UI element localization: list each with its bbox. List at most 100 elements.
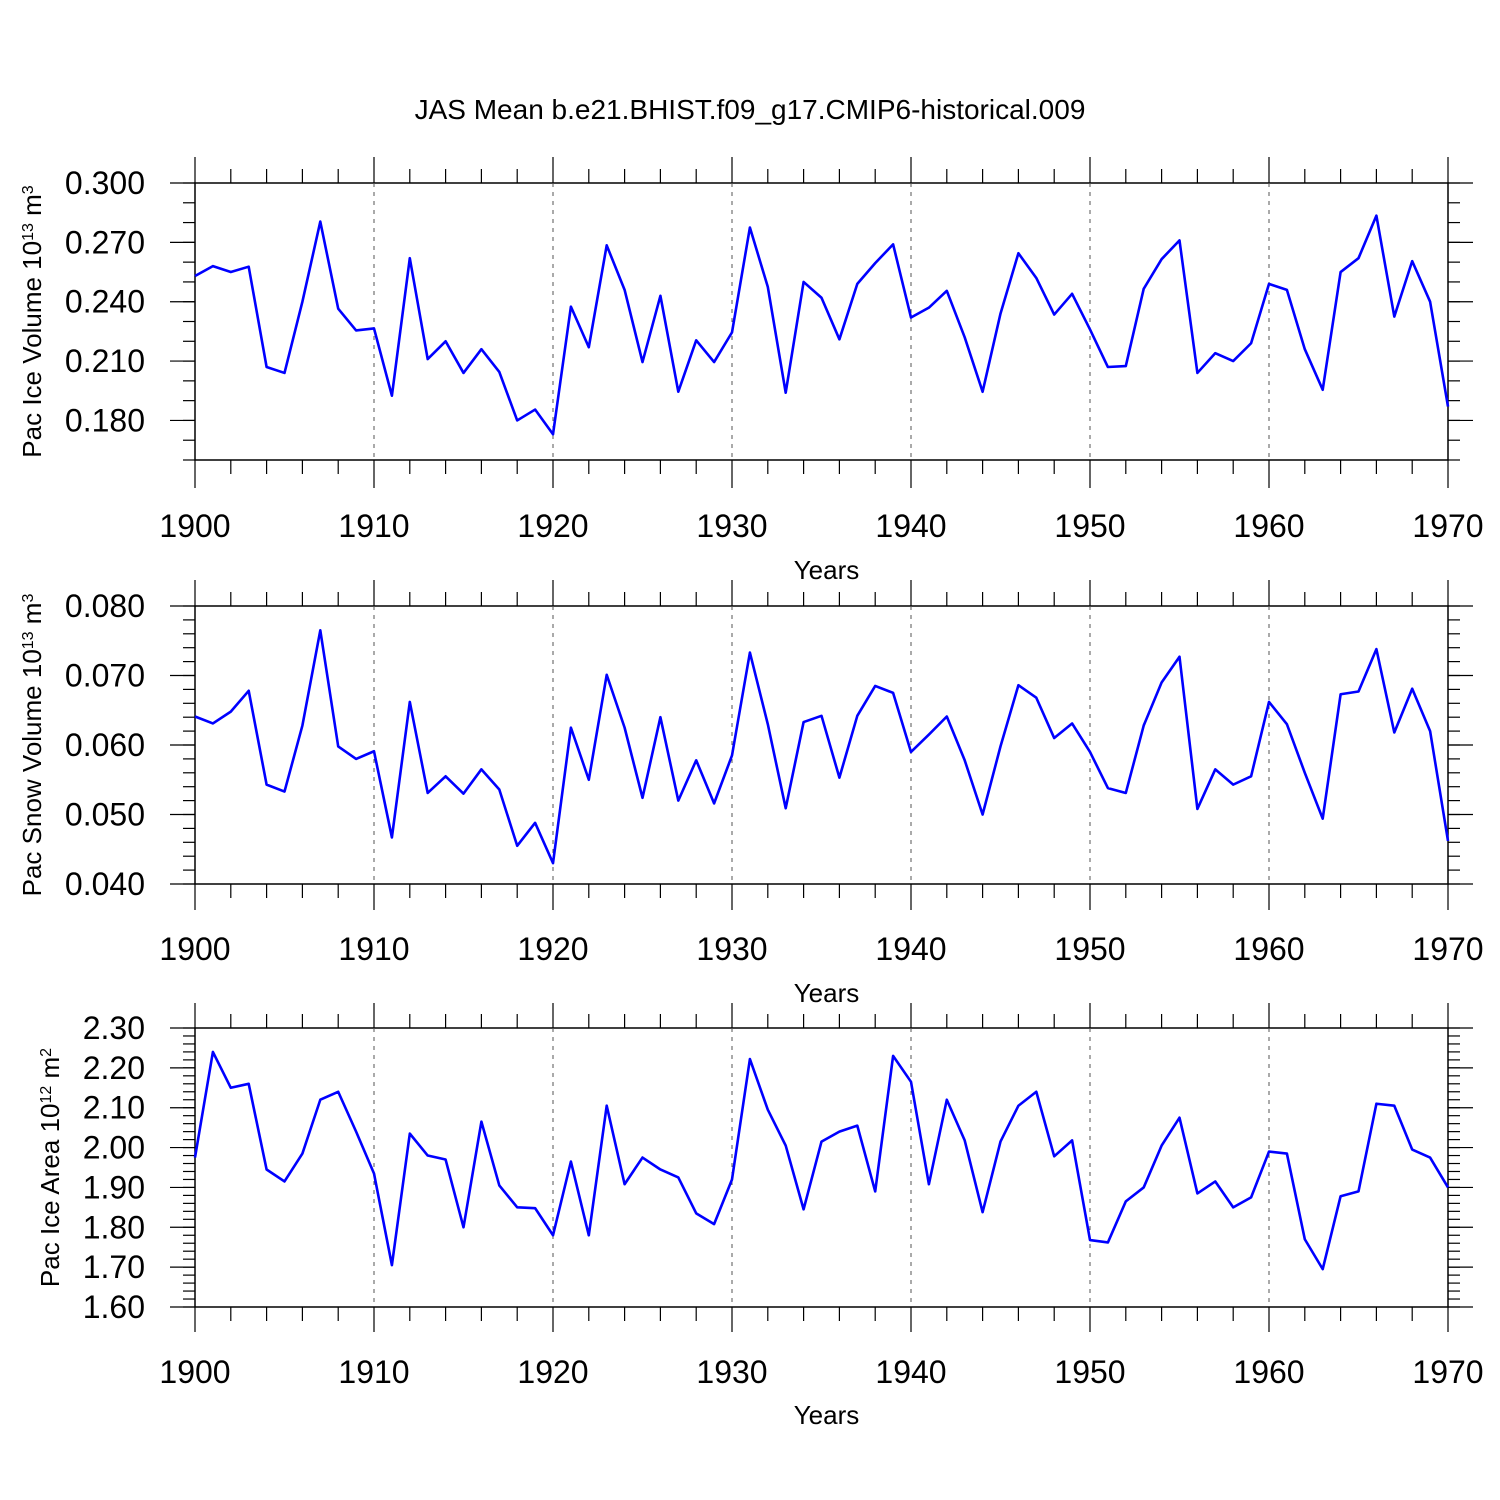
data-point bbox=[820, 714, 824, 718]
data-point bbox=[1321, 1267, 1325, 1271]
data-point bbox=[623, 1182, 627, 1186]
data-point bbox=[837, 776, 841, 780]
x-tick-label: 1930 bbox=[696, 931, 767, 967]
data-point bbox=[909, 750, 913, 754]
data-point bbox=[551, 1233, 555, 1237]
y-tick-label: 2.00 bbox=[83, 1130, 145, 1166]
data-point bbox=[479, 767, 483, 771]
data-point bbox=[336, 307, 340, 311]
data-point bbox=[820, 1140, 824, 1144]
data-point bbox=[1088, 327, 1092, 331]
data-point bbox=[873, 261, 877, 265]
x-tick-label: 1910 bbox=[338, 508, 409, 544]
data-point bbox=[623, 288, 627, 292]
data-point bbox=[211, 264, 215, 268]
x-axis-title: Years bbox=[794, 978, 860, 1008]
data-point bbox=[641, 796, 645, 800]
data-point bbox=[247, 265, 251, 269]
x-tick-label: 1900 bbox=[159, 931, 230, 967]
data-point bbox=[855, 1124, 859, 1128]
y-axis-title-part: Pac Ice Area 10 bbox=[35, 1104, 65, 1288]
data-point bbox=[891, 242, 895, 246]
data-point bbox=[981, 390, 985, 394]
y-axis-title-part: 3 bbox=[20, 594, 37, 603]
data-point bbox=[820, 296, 824, 300]
data-point bbox=[247, 689, 251, 693]
data-point bbox=[855, 714, 859, 718]
data-point bbox=[533, 1206, 537, 1210]
data-point bbox=[676, 390, 680, 394]
data-point bbox=[1106, 1240, 1110, 1244]
data-point bbox=[802, 1207, 806, 1211]
data-point bbox=[533, 821, 537, 825]
data-point bbox=[999, 312, 1003, 316]
data-point bbox=[1142, 287, 1146, 291]
data-point bbox=[1178, 655, 1182, 659]
y-axis-title-part: 13 bbox=[20, 631, 37, 649]
data-point bbox=[1070, 292, 1074, 296]
data-point bbox=[354, 757, 358, 761]
data-point bbox=[748, 1057, 752, 1061]
data-point bbox=[712, 360, 716, 364]
data-point bbox=[390, 1263, 394, 1267]
data-point bbox=[1446, 839, 1450, 843]
data-point bbox=[1249, 774, 1253, 778]
data-point bbox=[1052, 1154, 1056, 1158]
data-point bbox=[730, 330, 734, 334]
data-point bbox=[1231, 359, 1235, 363]
data-point bbox=[265, 365, 269, 369]
data-point bbox=[408, 256, 412, 260]
data-point bbox=[1392, 730, 1396, 734]
data-point bbox=[1392, 1104, 1396, 1108]
data-point bbox=[748, 651, 752, 655]
data-point bbox=[1428, 300, 1432, 304]
y-tick-label: 0.270 bbox=[65, 224, 145, 260]
data-point bbox=[1303, 347, 1307, 351]
data-point bbox=[336, 744, 340, 748]
data-point bbox=[551, 432, 555, 436]
data-point bbox=[229, 710, 233, 714]
data-point bbox=[873, 684, 877, 688]
data-point bbox=[390, 394, 394, 398]
data-point bbox=[1088, 1238, 1092, 1242]
data-point bbox=[569, 726, 573, 730]
y-axis-title-part: Pac Ice Volume 10 bbox=[17, 241, 47, 458]
data-point bbox=[963, 758, 967, 762]
data-point bbox=[1339, 270, 1343, 274]
data-point bbox=[479, 1120, 483, 1124]
y-tick-label: 0.300 bbox=[65, 165, 145, 201]
data-point bbox=[1213, 351, 1217, 355]
data-point bbox=[1178, 238, 1182, 242]
data-point bbox=[1106, 786, 1110, 790]
data-point bbox=[1070, 721, 1074, 725]
data-point bbox=[318, 220, 322, 224]
data-point bbox=[229, 270, 233, 274]
x-axis-title: Years bbox=[794, 1400, 860, 1430]
data-point bbox=[1213, 767, 1217, 771]
data-point bbox=[1267, 282, 1271, 286]
data-point bbox=[426, 791, 430, 795]
data-point bbox=[963, 335, 967, 339]
x-tick-label: 1910 bbox=[338, 931, 409, 967]
data-point bbox=[1410, 687, 1414, 691]
y-tick-label: 2.10 bbox=[83, 1090, 145, 1126]
data-point bbox=[229, 1086, 233, 1090]
data-point bbox=[193, 274, 197, 278]
data-point bbox=[318, 1098, 322, 1102]
x-axis-title: Years bbox=[794, 555, 860, 585]
data-point bbox=[336, 1090, 340, 1094]
data-point bbox=[963, 1138, 967, 1142]
data-point bbox=[1124, 364, 1128, 368]
data-point bbox=[1428, 729, 1432, 733]
data-point bbox=[712, 1222, 716, 1226]
data-point bbox=[1303, 1237, 1307, 1241]
x-tick-label: 1970 bbox=[1412, 1354, 1483, 1390]
data-point bbox=[1088, 750, 1092, 754]
data-point bbox=[837, 1130, 841, 1134]
y-tick-label: 1.60 bbox=[83, 1289, 145, 1325]
data-point bbox=[766, 1108, 770, 1112]
data-point bbox=[1285, 1152, 1289, 1156]
y-tick-label: 0.180 bbox=[65, 402, 145, 438]
data-point bbox=[1016, 251, 1020, 255]
data-point bbox=[300, 300, 304, 304]
